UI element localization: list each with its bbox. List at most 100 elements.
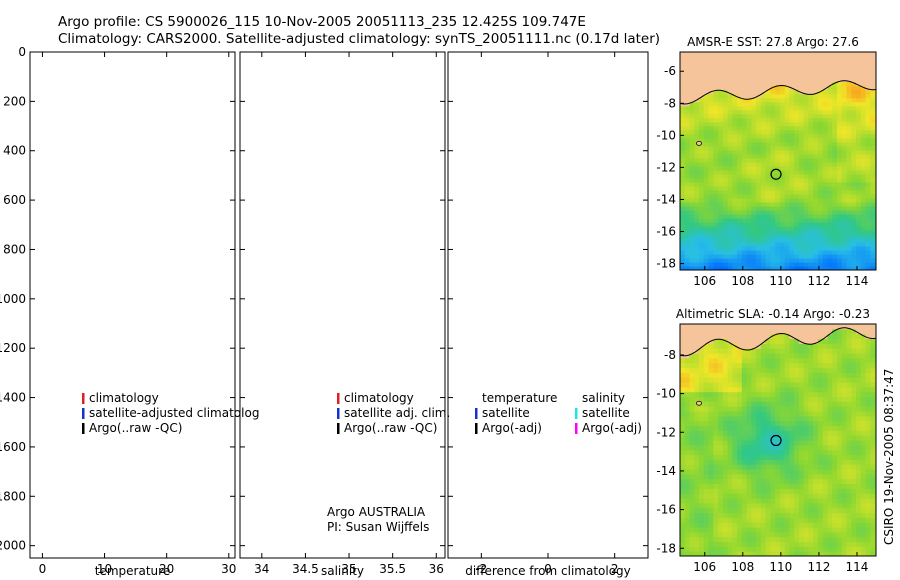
sla-map-cell (818, 488, 824, 494)
sla-map-cell (779, 411, 786, 417)
sla-map-cell (808, 338, 814, 344)
sst-map-cell (822, 189, 829, 195)
depth-tick-label: 1800 (0, 489, 26, 503)
sla-map-cell (680, 425, 686, 431)
sla-map-cell (837, 386, 843, 393)
sla-map-ytick-label: -14 (656, 464, 676, 478)
sst-map-cell (784, 149, 791, 155)
sst-map-cell (770, 209, 776, 215)
sla-map-cell (846, 420, 852, 427)
sla-map-cell (746, 367, 752, 373)
sla-map-cell (727, 498, 733, 504)
difference-axes-frame (447, 51, 649, 559)
sla-map-cell (856, 386, 862, 393)
sst-map-cell (737, 233, 743, 239)
sla-map-cell (789, 435, 795, 441)
sst-map-cell (789, 177, 795, 183)
sst-map-cell (699, 81, 705, 87)
sst-map-cell (775, 201, 781, 207)
sst-map-cell (718, 221, 724, 227)
sst-map-cell (846, 109, 852, 115)
sla-map-cell (798, 411, 805, 417)
sst-map-cell (713, 53, 719, 59)
sla-map-cell (827, 382, 833, 388)
sla-map-cell (789, 324, 795, 330)
sst-map-cell (765, 237, 771, 243)
sst-map-cell (818, 173, 824, 179)
sst-map-cell (689, 129, 695, 135)
sla-map-cell (718, 338, 724, 344)
sst-map-cell (822, 169, 829, 175)
sst-map-cell (779, 177, 786, 183)
sla-map-cell (837, 435, 843, 441)
sst-map-cell (684, 61, 691, 67)
sla-map-cell (841, 478, 848, 485)
sst-map-cell (822, 69, 829, 75)
sst-map-cell (756, 185, 762, 191)
sla-map-cell (794, 328, 800, 335)
sst-map-cell (794, 137, 800, 143)
sla-map-cell (837, 488, 843, 494)
sla-map-cell (822, 377, 829, 383)
sst-map-cell (727, 113, 733, 119)
sla-map-cell (684, 498, 691, 504)
sst-map-cell (846, 229, 852, 235)
salinity-legend-label: Argo(..raw -QC) (344, 421, 437, 435)
sla-map-cell (851, 406, 857, 412)
sla-map-cell (689, 435, 695, 441)
sst-map-cell (798, 189, 805, 195)
sla-map-cell (813, 348, 819, 354)
sst-map-cell (822, 141, 829, 147)
sla-map-cell (756, 449, 762, 456)
sla-map-cell (808, 333, 814, 340)
sst-map-cell (684, 93, 691, 99)
sst-map-cell (775, 177, 781, 183)
sla-map-cell (865, 420, 871, 427)
sla-map-cell (779, 333, 786, 340)
sst-map-cell (746, 133, 752, 139)
sla-map-cell (756, 415, 762, 422)
sla-map-cell (856, 333, 862, 340)
sla-map-cell (846, 333, 852, 340)
sla-map-cell (746, 343, 752, 349)
sst-map-cell (765, 213, 771, 219)
sla-map-cell (741, 353, 748, 359)
sla-map-cell (841, 430, 848, 436)
sst-map-cell (798, 177, 805, 183)
sst-map-cell (760, 73, 767, 79)
sst-map-cell (680, 53, 686, 59)
sst-map-cell (813, 125, 819, 131)
sst-map-cell (827, 165, 833, 171)
sla-map-cell (794, 411, 800, 417)
sla-map-cell (737, 517, 743, 523)
sst-map-cell (832, 169, 838, 175)
sst-map-cell (808, 258, 814, 263)
sla-map-cell (832, 507, 838, 514)
sla-map-cell (837, 328, 843, 335)
sla-map-cell (856, 415, 862, 422)
sla-map-cell (784, 531, 791, 538)
sla-map-cell (851, 469, 857, 475)
sla-map-cell (808, 444, 814, 451)
sst-map-cell (760, 197, 767, 203)
sla-map-cell (822, 357, 829, 364)
sst-map-cell (708, 229, 714, 235)
sst-map-cell (841, 149, 848, 155)
sla-map-cell (751, 522, 757, 528)
sla-map-cell (803, 473, 810, 480)
sla-map-cell (870, 473, 876, 480)
sla-map-cell (784, 473, 791, 480)
sla-map-cell (865, 527, 871, 533)
sst-map-cell (818, 262, 824, 267)
sla-map-cell (689, 483, 695, 489)
sst-map-cell (870, 57, 876, 63)
sla-map-cell (789, 473, 795, 480)
sla-map-cell (841, 483, 848, 489)
sst-map-cell (718, 69, 724, 75)
sst-map-cell (765, 229, 771, 235)
sst-map-cell (846, 221, 852, 227)
sst-map-cell (708, 52, 714, 55)
sla-map-cell (756, 357, 762, 364)
sla-map-cell (732, 517, 738, 523)
sla-map-cell (741, 502, 748, 509)
